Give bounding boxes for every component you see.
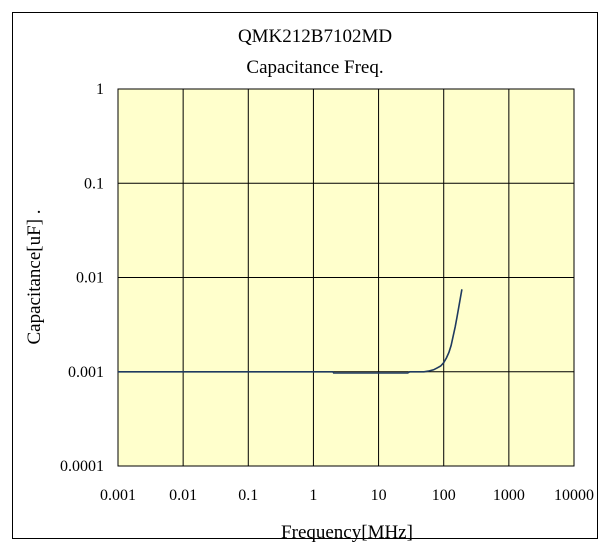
x-tick-label: 100 [432, 487, 456, 504]
grid [118, 89, 574, 466]
series-line [118, 289, 463, 374]
y-tick-label: 1 [96, 81, 104, 98]
tick-labels: 0.001 0.01 0.1 1 10 100 1000 10000 1 0.1 0.01 0.001… [60, 81, 594, 504]
x-axis-label: Frequency[MHz] [281, 522, 413, 543]
y-tick-label: 0.1 [84, 175, 104, 192]
x-tick-label: 0.01 [169, 487, 197, 504]
chart-title: QMK212B7102MD [238, 26, 392, 47]
x-tick-label: 10000 [554, 487, 594, 504]
x-tick-label: 1000 [493, 487, 525, 504]
x-tick-label: 10 [371, 487, 387, 504]
y-tick-label: 0.001 [68, 364, 104, 381]
x-tick-label: 1 [309, 487, 317, 504]
y-axis-label: Capacitance[uF] . [24, 209, 45, 344]
y-tick-label: 0.0001 [60, 458, 104, 475]
chart-subtitle: Capacitance Freq. [246, 57, 383, 78]
x-tick-label: 0.1 [238, 487, 258, 504]
y-tick-label: 0.01 [76, 270, 104, 287]
x-tick-label: 0.001 [100, 487, 136, 504]
